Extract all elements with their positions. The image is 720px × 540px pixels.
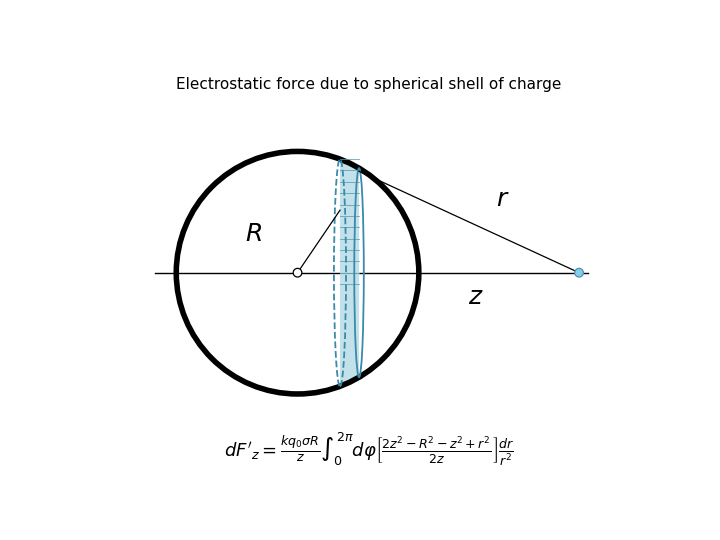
Circle shape [575, 268, 583, 277]
Polygon shape [340, 159, 359, 386]
Text: z: z [469, 285, 482, 308]
Text: r: r [496, 187, 506, 211]
Text: Electrostatic force due to spherical shell of charge: Electrostatic force due to spherical she… [176, 77, 562, 92]
Circle shape [293, 268, 302, 277]
Text: R: R [246, 222, 263, 246]
Text: $dF'_z = \frac{kq_0\sigma R}{z}\int_0^{2\pi}d\varphi\left[\frac{2z^2 - R^2 - z^2: $dF'_z = \frac{kq_0\sigma R}{z}\int_0^{2… [224, 431, 514, 468]
